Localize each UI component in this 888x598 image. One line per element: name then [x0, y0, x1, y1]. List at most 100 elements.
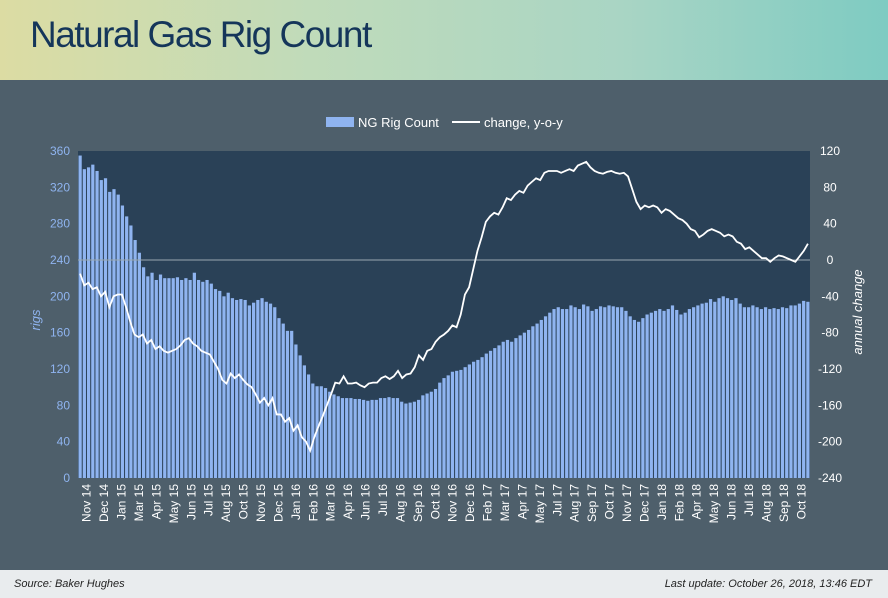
rig-count-bar [704, 302, 708, 478]
rig-count-bar [188, 279, 192, 478]
rig-count-bar [378, 398, 383, 478]
rig-count-bar [759, 309, 763, 478]
x-tick-label: Aug 18 [759, 484, 773, 522]
rig-count-bar [163, 278, 167, 478]
left-tick-label: 0 [63, 471, 70, 485]
rig-count-bar [620, 307, 624, 478]
rig-count-bar [615, 307, 620, 478]
rig-count-bar [99, 180, 103, 478]
legend-label-line: change, y-o-y [484, 115, 563, 130]
right-tick-label: -160 [818, 398, 842, 412]
rig-count-bar [645, 314, 649, 478]
rig-count-bar [556, 307, 560, 478]
rig-count-bar [467, 364, 471, 478]
rig-count-bar [531, 326, 535, 478]
rig-count-bar [78, 155, 82, 478]
rig-count-bar [213, 289, 218, 478]
x-tick-label: Aug 15 [219, 484, 233, 522]
x-tick-label: Nov 14 [80, 484, 94, 522]
x-tick-label: Mar 16 [324, 484, 338, 522]
rig-count-bar [268, 303, 273, 478]
x-tick-label: Dec 14 [97, 484, 111, 522]
x-tick-label: Jun 18 [725, 484, 739, 520]
right-tick-label: 120 [820, 144, 840, 158]
x-tick-label: Dec 16 [463, 484, 477, 522]
rig-count-bar [683, 312, 687, 478]
rig-count-bar [154, 279, 158, 478]
right-tick-label: -80 [821, 326, 839, 340]
x-tick-label: Jul 18 [742, 484, 756, 516]
rig-count-bar [133, 240, 137, 478]
rig-count-bar [247, 305, 251, 478]
left-tick-label: 40 [57, 435, 71, 449]
x-tick-label: May 17 [533, 484, 547, 524]
rig-count-bar [548, 312, 552, 478]
rig-count-bar [446, 375, 450, 478]
rig-count-bar [594, 309, 598, 478]
rig-count-bar [256, 299, 260, 478]
rig-count-bar [294, 344, 298, 478]
rig-count-bar [577, 309, 582, 478]
legend: NG Rig Count change, y-o-y [326, 115, 563, 130]
x-tick-label: Sep 18 [777, 484, 791, 522]
rig-count-bar [332, 394, 336, 478]
rig-count-bar [306, 374, 311, 478]
rig-count-bar [129, 225, 133, 478]
x-tick-label: Jul 17 [550, 484, 564, 516]
rig-count-bar [763, 307, 768, 478]
left-tick-label: 360 [50, 144, 70, 158]
rig-count-bar [518, 335, 522, 478]
x-tick-label: Apr 18 [690, 484, 704, 520]
rig-count-bar [374, 399, 378, 478]
rig-count-bar [383, 398, 387, 478]
rig-count-bar [349, 398, 353, 478]
x-tick-label: May 18 [707, 484, 721, 524]
header-banner: Natural Gas Rig Count [0, 0, 888, 80]
rig-count-bar [146, 276, 150, 478]
rig-count-bar [637, 321, 641, 478]
rig-count-bar [480, 357, 484, 478]
source-note: Source: Baker Hughes [14, 578, 125, 590]
rig-count-bar [713, 301, 717, 478]
left-tick-label: 200 [50, 289, 70, 303]
rig-count-bar [311, 383, 315, 478]
rig-count-bar [653, 310, 658, 478]
rig-count-bar [510, 341, 514, 478]
rig-count-bar [137, 252, 141, 478]
rig-count-bar [429, 391, 433, 478]
rig-count-bar [687, 309, 692, 478]
rig-count-bar [632, 319, 637, 478]
rig-count-bar [91, 164, 95, 479]
rig-count-bar [450, 371, 455, 478]
rig-count-bar [497, 345, 501, 478]
rig-count-bar [658, 309, 662, 478]
rig-count-bar [607, 305, 611, 478]
rig-count-bar [362, 399, 366, 478]
change-yoy-line [79, 160, 809, 454]
x-axis-ticks: Nov 14 Dec 14 Jan 15 Mar 15 Apr 15 May 15 Jun … [80, 484, 809, 524]
rig-count-bar [302, 365, 306, 478]
left-tick-label: 80 [57, 398, 71, 412]
rig-count-bar [780, 307, 785, 478]
rig-count-bar [725, 298, 730, 478]
rig-count-bar [747, 307, 751, 478]
rig-count-bar [785, 308, 789, 478]
rig-count-bar [700, 303, 704, 478]
rig-count-bar [353, 398, 357, 478]
rig-count-bar [514, 338, 518, 478]
rig-count-bar [501, 341, 505, 478]
rig-count-bar [806, 301, 810, 478]
rig-count-bar [708, 299, 713, 478]
rig-count-bar [751, 305, 755, 478]
rig-count-bar [666, 309, 670, 478]
rig-count-bar [86, 167, 91, 478]
rig-count-bar [569, 305, 573, 478]
rig-count-bar [586, 306, 590, 478]
rig-count-bar [488, 350, 493, 478]
bar-series [78, 155, 810, 479]
rig-count-bar [573, 307, 577, 478]
right-tick-label: -40 [821, 289, 839, 303]
rig-count-bar [455, 370, 459, 478]
rig-count-bar [336, 396, 340, 478]
rig-count-bar [239, 299, 243, 478]
